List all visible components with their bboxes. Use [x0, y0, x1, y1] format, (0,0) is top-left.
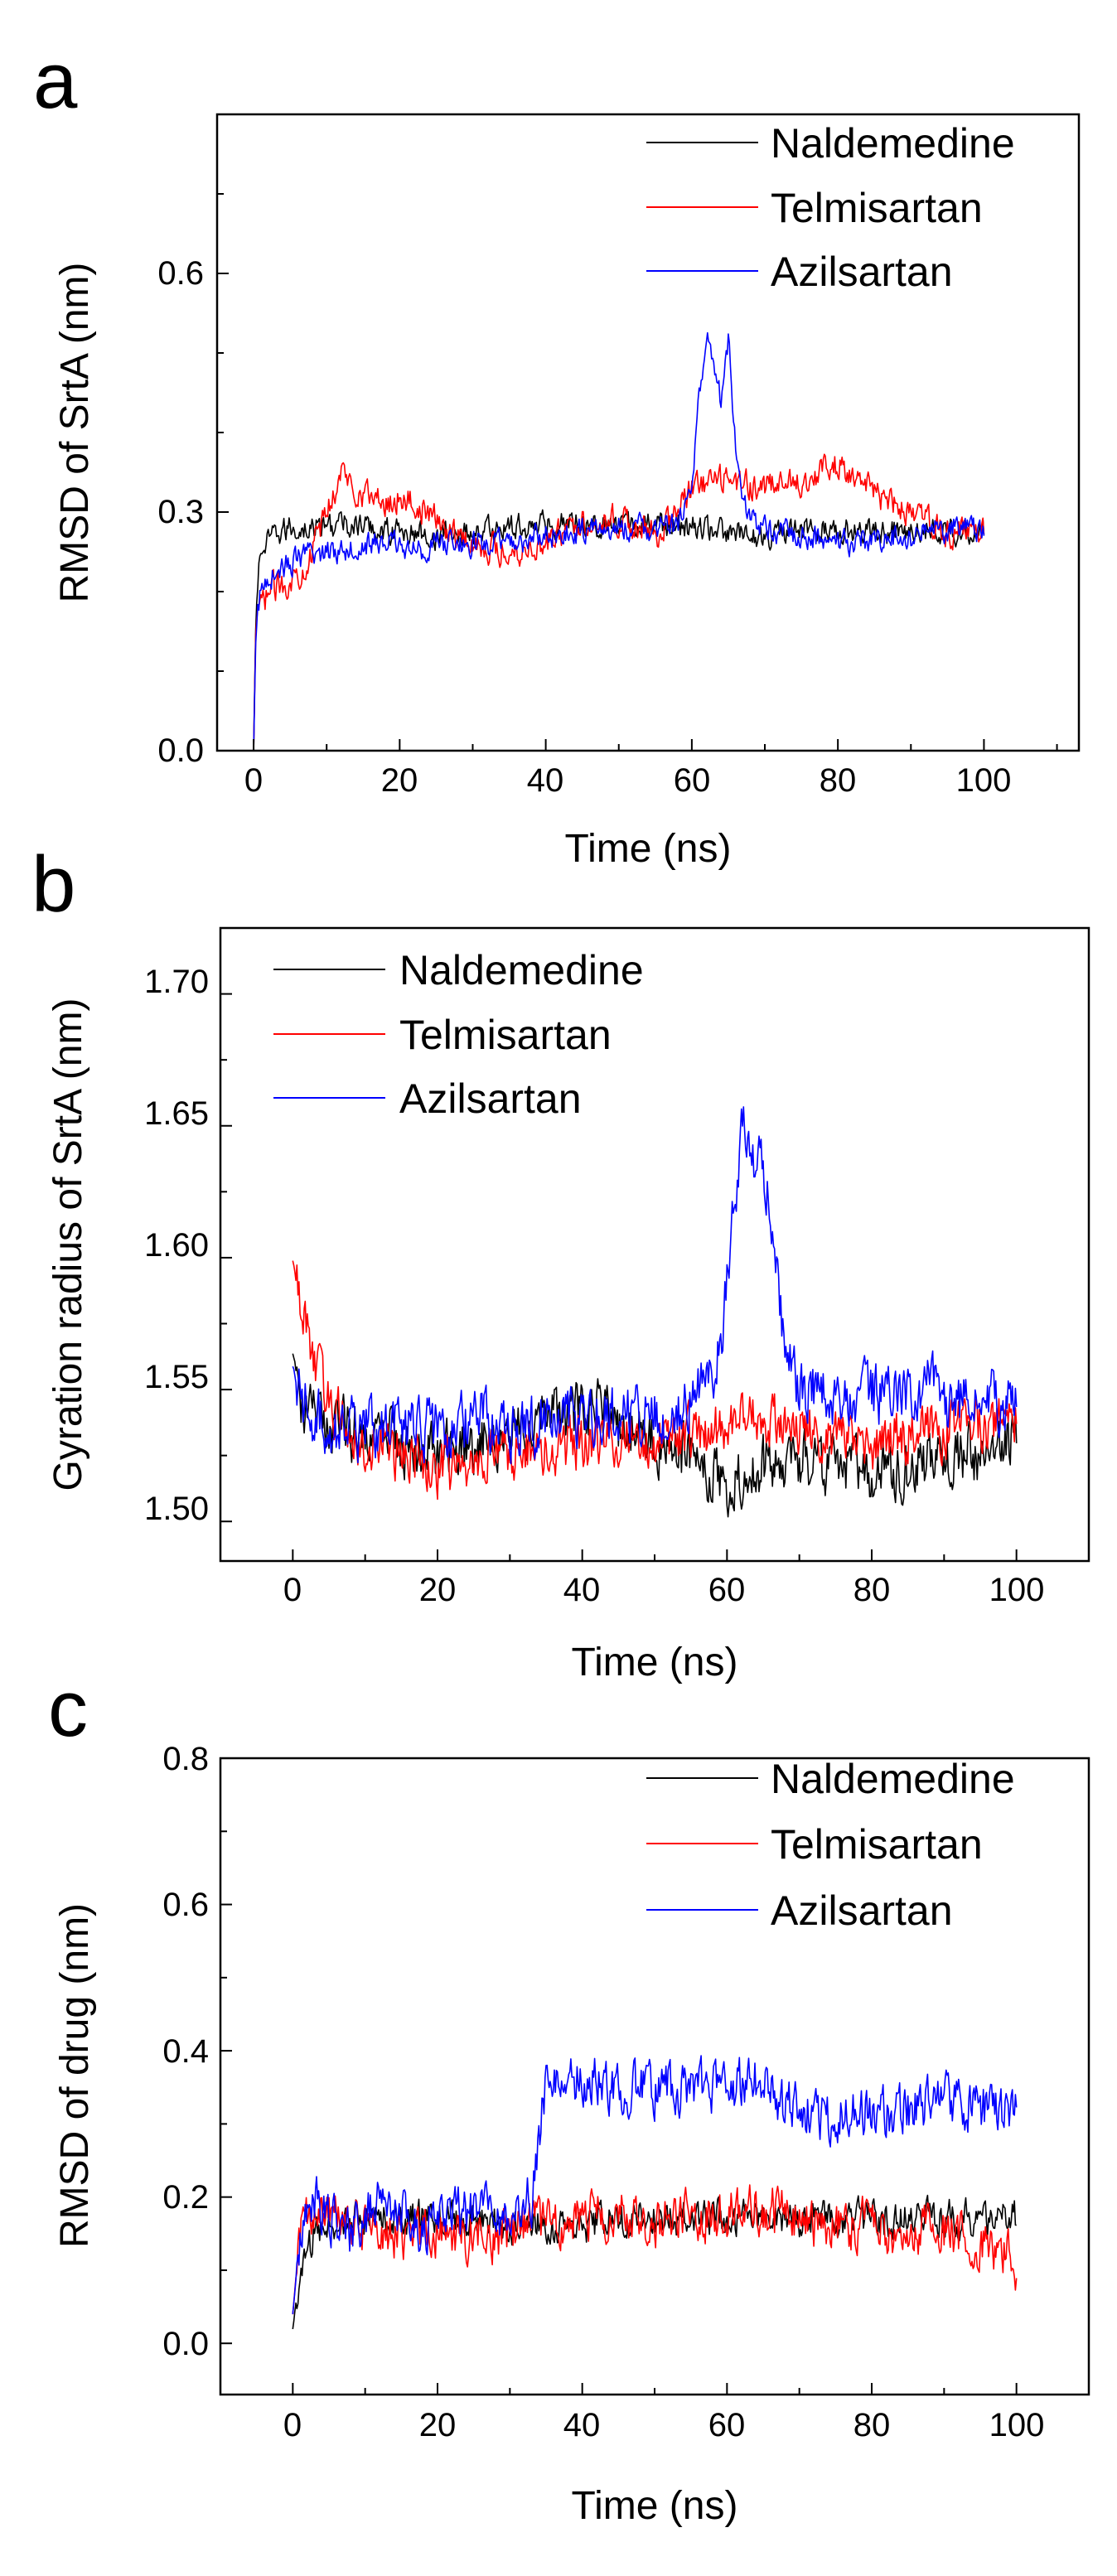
series-line-b-telmisartan [292, 1260, 1018, 1501]
chart-panel-c: c 0.0 0.2 0.4 0.6 0.8 0 20 40 60 80 100 … [48, 1665, 1090, 2528]
series-layer-b [292, 1106, 1018, 1518]
y-axis-title-b: Gyration radius of SrtA (nm) [46, 998, 90, 1491]
panel-letter-a: a [33, 36, 78, 125]
y-tick-label-b-1: 1.55 [144, 1359, 209, 1395]
x-tick-label-a-3: 60 [674, 762, 711, 799]
legend-label-c-azilsartan: Azilsartan [771, 1887, 953, 1934]
series-line-a-azilsartan [253, 331, 985, 751]
legend-label-a-naldemedine: Naldemedine [771, 120, 1015, 167]
y-tick-label-a-0: 0.0 [157, 732, 204, 769]
legend-label-b-naldemedine: Naldemedine [399, 947, 644, 993]
x-tick-label-a-2: 40 [527, 762, 564, 799]
legend-c: Naldemedine Telmisartan Azilsartan [646, 1756, 1015, 1934]
x-tick-label-b-2: 40 [563, 1572, 601, 1608]
x-tick-label-c-0: 0 [283, 2407, 302, 2443]
y-tick-label-c-4: 0.8 [162, 1741, 209, 1777]
ticks-c [220, 1757, 1090, 2395]
y-tick-label-b-4: 1.70 [144, 964, 209, 1000]
x-tick-label-a-5: 100 [956, 762, 1012, 799]
legend-label-a-telmisartan: Telmisartan [771, 185, 983, 231]
ticks-a [217, 114, 1058, 752]
series-line-c-azilsartan [292, 2055, 1018, 2315]
y-tick-label-c-0: 0.0 [162, 2326, 209, 2362]
y-tick-label-c-3: 0.6 [162, 1887, 209, 1923]
y-tick-label-c-1: 0.2 [162, 2179, 209, 2216]
legend-label-a-azilsartan: Azilsartan [771, 249, 953, 295]
series-line-b-naldemedine [292, 1353, 1018, 1518]
series-layer-c [292, 2055, 1018, 2330]
x-tick-label-a-0: 0 [244, 762, 263, 799]
panel-letter-b: b [31, 840, 75, 929]
x-tick-label-b-3: 60 [708, 1572, 746, 1608]
legend-label-c-telmisartan: Telmisartan [771, 1821, 983, 1868]
legend-a: Naldemedine Telmisartan Azilsartan [646, 120, 1015, 295]
y-tick-label-b-2: 1.60 [144, 1227, 209, 1264]
x-axis-title-b: Time (ns) [572, 1641, 738, 1684]
x-axis-title-c: Time (ns) [572, 2484, 738, 2528]
x-tick-label-c-1: 20 [419, 2407, 457, 2443]
x-tick-label-c-3: 60 [708, 2407, 746, 2443]
x-tick-label-c-4: 80 [853, 2407, 891, 2443]
y-tick-label-c-2: 0.4 [162, 2033, 209, 2070]
x-tick-label-b-5: 100 [989, 1572, 1045, 1608]
chart-panel-a: a 0.0 0.3 0.6 0 20 40 60 80 100 Time (ns… [33, 36, 1081, 871]
legend-label-b-azilsartan: Azilsartan [399, 1075, 582, 1122]
series-line-c-naldemedine [292, 2194, 1017, 2330]
x-axis-title-a: Time (ns) [565, 827, 732, 871]
x-tick-label-b-4: 80 [853, 1572, 891, 1608]
x-tick-label-a-4: 80 [820, 762, 857, 799]
y-tick-label-b-3: 1.65 [144, 1095, 209, 1132]
ticks-b [220, 927, 1090, 1561]
x-tick-label-b-1: 20 [419, 1572, 457, 1608]
x-tick-label-a-1: 20 [381, 762, 418, 799]
panel-letter-c: c [48, 1665, 88, 1753]
y-axis-title-a: RMSD of SrtA (nm) [53, 263, 97, 603]
x-tick-label-c-5: 100 [989, 2407, 1045, 2443]
series-line-b-azilsartan [292, 1106, 1018, 1465]
y-axis-title-c: RMSD of drug (nm) [53, 1903, 97, 2248]
legend-label-b-telmisartan: Telmisartan [399, 1012, 612, 1058]
y-tick-label-b-0: 1.50 [144, 1491, 209, 1527]
series-layer-a [253, 331, 985, 751]
x-tick-label-b-0: 0 [283, 1572, 302, 1608]
y-tick-label-a-1: 0.3 [157, 494, 204, 530]
legend-label-c-naldemedine: Naldemedine [771, 1756, 1015, 1802]
series-line-a-telmisartan [253, 453, 985, 751]
chart-panel-b: b 1.50 1.55 1.60 1.65 1.70 0 20 40 60 80… [31, 840, 1090, 1684]
x-tick-label-c-2: 40 [563, 2407, 601, 2443]
legend-b: Naldemedine Telmisartan Azilsartan [273, 947, 644, 1122]
y-tick-label-a-2: 0.6 [157, 255, 204, 292]
